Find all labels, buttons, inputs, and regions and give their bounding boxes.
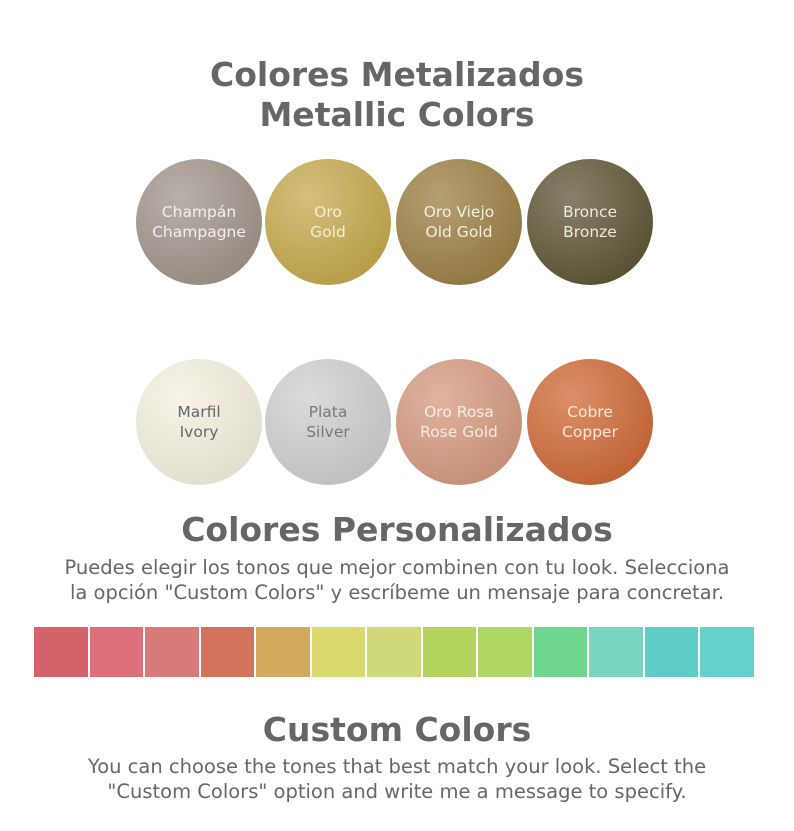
swatch-copper: Cobre Copper (527, 359, 653, 485)
custom-title-es: Colores Personalizados (181, 510, 613, 549)
swatch-label-en: Bronze (563, 223, 617, 241)
swatch-label-en: Ivory (179, 423, 219, 441)
swatch-label-es: Marfil (177, 403, 221, 421)
palette-color-7 (367, 627, 421, 677)
custom-text-en-line2: "Custom Colors" option and write me a me… (107, 780, 687, 803)
swatch-label-es: Bronce (562, 203, 618, 221)
swatch-ivory: Marfil Ivory (136, 359, 262, 485)
swatch-label-en: Gold (310, 223, 346, 241)
custom-title-en: Custom Colors (262, 710, 532, 749)
swatch-label-es: Oro Viejo (423, 203, 495, 221)
swatch-silver: Plata Silver (265, 359, 391, 485)
palette-color-9 (478, 627, 532, 677)
palette-color-1 (34, 627, 88, 677)
swatch-label-es: Champán (161, 203, 237, 221)
swatch-label-en: Copper (562, 423, 618, 441)
swatch-label-es: Oro (314, 203, 342, 221)
custom-color-palette (34, 627, 754, 677)
custom-text-es-line1: Puedes elegir los tonos que mejor combin… (64, 556, 730, 579)
swatch-champagne: Champán Champagne (136, 159, 262, 285)
palette-color-3 (145, 627, 199, 677)
palette-color-2 (89, 627, 144, 677)
custom-text-en-line1: You can choose the tones that best match… (87, 755, 707, 778)
swatch-label-es: Plata (308, 403, 348, 421)
palette-color-13 (700, 627, 754, 677)
palette-color-5 (256, 627, 310, 677)
swatch-label-en: Champagne (152, 223, 246, 241)
metallic-title-en: Metallic Colors (259, 95, 535, 134)
palette-color-8 (422, 627, 477, 677)
swatch-bronze: Bronce Bronze (527, 159, 653, 285)
swatch-label-en: Old Gold (425, 223, 493, 241)
swatch-gold: Oro Gold (265, 159, 391, 285)
palette-color-11 (589, 627, 643, 677)
palette-color-12 (644, 627, 699, 677)
palette-color-6 (311, 627, 366, 677)
swatch-label-en: Rose Gold (420, 423, 498, 441)
swatch-label-es: Cobre (567, 403, 613, 421)
palette-color-10 (533, 627, 588, 677)
swatch-label-en: Silver (306, 423, 350, 441)
swatch-rose-gold: Oro Rosa Rose Gold (396, 359, 522, 485)
swatch-old-gold: Oro Viejo Old Gold (396, 159, 522, 285)
custom-text-es-line2: la opción "Custom Colors" y escríbeme un… (69, 581, 725, 604)
palette-color-4 (200, 627, 255, 677)
metallic-title-es: Colores Metalizados (210, 55, 584, 94)
swatch-label-es: Oro Rosa (424, 403, 494, 421)
